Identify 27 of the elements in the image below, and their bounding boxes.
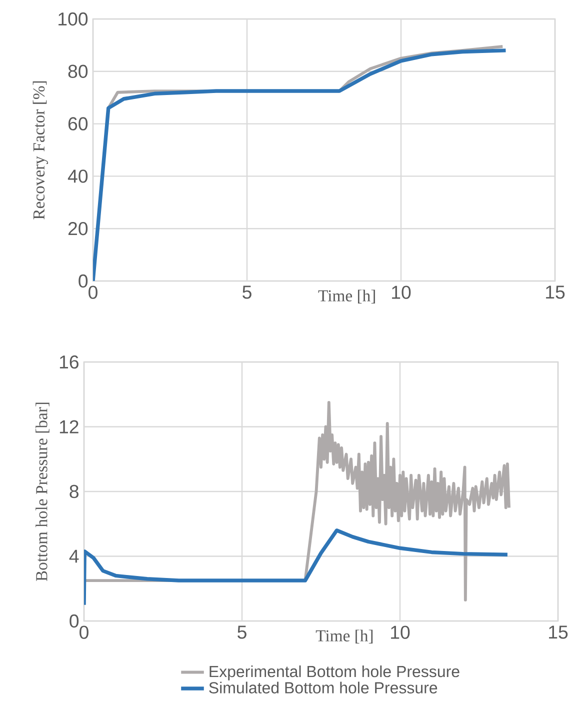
line-series (93, 48, 508, 281)
y-axis-title: Bottom hole Pressure [bar] (36, 402, 50, 582)
y-tick-label: 0 (70, 614, 79, 628)
y-tick-label: 20 (68, 222, 88, 236)
legend-label: Experimental Bottom hole Pressure (210, 665, 460, 680)
x-axis-title: Time [h] (316, 630, 373, 644)
x-tick-label: 5 (238, 626, 246, 639)
y-axis-title: Recovery Factor [%] (32, 81, 48, 220)
y-tick-label: 12 (60, 420, 78, 434)
y-tick-label: 100 (58, 12, 88, 26)
x-tick-label: 10 (392, 286, 411, 299)
y-tick-label: 0 (78, 274, 88, 288)
line-series (84, 401, 510, 602)
y-tick-label: 16 (60, 355, 78, 369)
x-tick-label: 5 (242, 286, 252, 299)
y-tick-label: 60 (68, 117, 88, 130)
y-tick-label: 40 (68, 170, 88, 183)
y-tick-label: 8 (70, 484, 78, 498)
y-tick-label: 80 (68, 64, 88, 78)
line-series (84, 528, 510, 607)
y-tick-label: 4 (69, 550, 79, 563)
legend-label: Simulated Bottom hole Pressure (209, 682, 438, 694)
x-tick-label: 15 (546, 286, 565, 299)
x-tick-label: 0 (88, 286, 98, 299)
x-tick-label: 15 (549, 626, 568, 639)
x-axis-title: Time [h] (318, 290, 375, 304)
x-tick-label: 10 (391, 626, 410, 639)
